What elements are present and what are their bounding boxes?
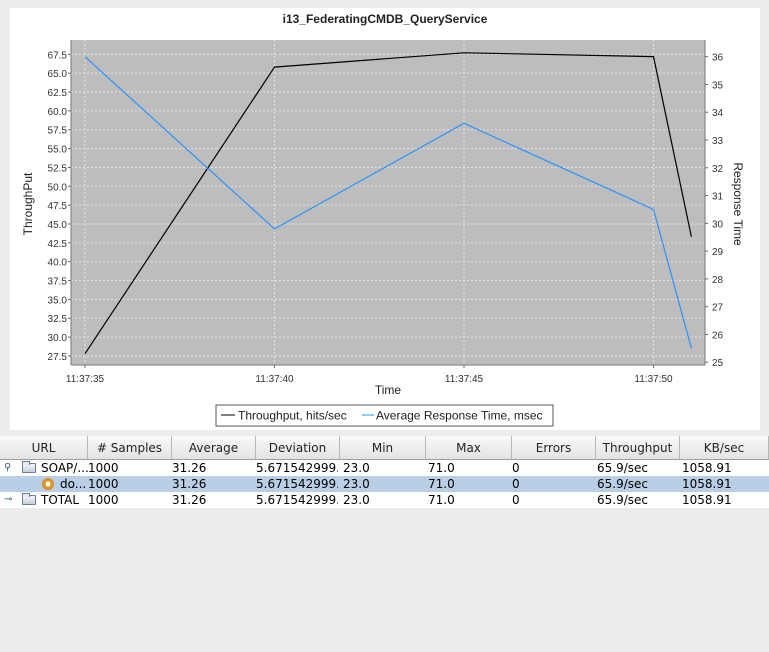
series-line-response-time — [84, 56, 692, 349]
column-header-max[interactable]: Max — [426, 436, 512, 460]
right-tick-label: 30 — [712, 219, 724, 230]
column-header-url[interactable]: URL — [0, 436, 88, 460]
left-tick-label: 60.0 — [48, 107, 68, 118]
left-tick-label: 42.5 — [48, 239, 68, 250]
x-tick-label: 11:37:35 — [66, 374, 105, 385]
cell-max: 71.0 — [428, 477, 455, 491]
x-axis: 11:37:35 11:37:40 11:37:45 11:37:50 — [66, 364, 705, 385]
cell-kbsec: 1058.91 — [682, 493, 732, 507]
right-tick-label: 34 — [712, 108, 724, 119]
cell-average: 31.26 — [172, 493, 207, 507]
legend-response-time: Average Response Time, msec — [376, 409, 543, 423]
right-tick-label: 25 — [712, 358, 724, 369]
folder-icon — [22, 461, 36, 473]
gear-icon — [42, 478, 54, 490]
chart-panel: i13_FederatingCMDB_QueryService 27.5 30.0… — [10, 8, 760, 430]
results-table[interactable]: URL # Samples Average Deviation Min Max Errors… — [0, 436, 769, 652]
right-tick-label: 28 — [712, 275, 724, 286]
cell-average: 31.26 — [172, 461, 207, 475]
left-tick-label: 37.5 — [48, 277, 68, 288]
cell-max: 71.0 — [428, 493, 455, 507]
left-tick-label: 27.5 — [48, 352, 68, 363]
left-tick-label: 47.5 — [48, 201, 68, 212]
left-tick-label: 30.0 — [48, 333, 68, 344]
left-tick-label: 55.0 — [48, 145, 68, 156]
cell-throughput: 65.9/sec — [597, 493, 648, 507]
cell-url: TOTAL — [41, 493, 80, 507]
right-tick-label: 35 — [712, 80, 724, 91]
column-header-min[interactable]: Min — [340, 436, 426, 460]
left-tick-label: 67.5 — [48, 50, 68, 61]
x-tick-label: 11:37:45 — [445, 374, 484, 385]
cell-min: 23.0 — [343, 493, 370, 507]
cell-deviation: 5.671542999... — [256, 461, 338, 475]
cell-samples: 1000 — [88, 493, 119, 507]
tree-toggle-icon[interactable]: ⊸ — [4, 494, 13, 505]
cell-throughput: 65.9/sec — [597, 461, 648, 475]
right-tick-label: 32 — [712, 164, 724, 175]
y-axis-label-right: Response Time — [731, 162, 745, 246]
series-line-throughput — [84, 52, 692, 355]
legend: Throughput, hits/sec Average Response Ti… — [215, 404, 554, 427]
cell-samples: 1000 — [88, 477, 119, 491]
right-axis: 25 26 27 28 29 30 31 32 33 34 35 36 — [704, 40, 724, 369]
left-tick-label: 50.0 — [48, 182, 68, 193]
right-tick-label: 36 — [712, 53, 724, 64]
right-tick-label: 29 — [712, 247, 724, 258]
cell-deviation: 5.671542999... — [256, 493, 338, 507]
left-tick-label: 45.0 — [48, 220, 68, 231]
tree-toggle-icon[interactable]: ⚲ — [4, 462, 12, 473]
left-tick-label: 57.5 — [48, 126, 68, 137]
legend-throughput: Throughput, hits/sec — [238, 409, 347, 423]
chart-title: i13_FederatingCMDB_QueryService — [283, 12, 488, 26]
cell-errors: 0 — [512, 477, 520, 491]
left-tick-label: 62.5 — [48, 88, 68, 99]
x-axis-label: Time — [375, 383, 402, 397]
right-tick-label: 31 — [712, 192, 724, 203]
cell-url: SOAP/... — [41, 461, 88, 475]
column-header-errors[interactable]: Errors — [512, 436, 596, 460]
plot-area — [71, 40, 705, 365]
y-axis-label-left: ThroughPut — [21, 172, 35, 235]
right-tick-label: 33 — [712, 136, 724, 147]
column-header-samples[interactable]: # Samples — [88, 436, 172, 460]
cell-url: do... — [60, 477, 87, 491]
table-row[interactable]: do...1000 31.26 5.671542999... 23.0 71.0 0 65.… — [0, 476, 769, 492]
cell-average: 31.26 — [172, 477, 207, 491]
cell-kbsec: 1058.91 — [682, 461, 732, 475]
x-tick-label: 11:37:40 — [255, 374, 294, 385]
cell-errors: 0 — [512, 493, 520, 507]
table-row[interactable]: ⊸ TOTAL 1000 31.26 5.671542999... 23.0 71.0 0 65… — [0, 492, 769, 508]
left-tick-label: 40.0 — [48, 258, 68, 269]
cell-errors: 0 — [512, 461, 520, 475]
cell-min: 23.0 — [343, 461, 370, 475]
series-layer — [84, 52, 692, 355]
left-tick-label: 65.0 — [48, 69, 68, 80]
folder-icon — [22, 493, 36, 505]
right-tick-label: 26 — [712, 330, 724, 341]
left-axis: 27.5 30.0 32.5 35.0 37.5 40.0 42.5 45.0 47.5 50.0… — [48, 40, 72, 365]
cell-throughput: 65.9/sec — [597, 477, 648, 491]
column-header-throughput[interactable]: Throughput — [596, 436, 680, 460]
cell-deviation: 5.671542999... — [256, 477, 338, 491]
x-tick-label: 11:37:50 — [634, 374, 673, 385]
cell-kbsec: 1058.91 — [682, 477, 732, 491]
chart-svg: i13_FederatingCMDB_QueryService 27.5 30.0… — [21, 12, 745, 427]
left-tick-label: 32.5 — [48, 314, 68, 325]
cell-min: 23.0 — [343, 477, 370, 491]
cell-max: 71.0 — [428, 461, 455, 475]
left-tick-label: 35.0 — [48, 295, 68, 306]
left-tick-label: 52.5 — [48, 163, 68, 174]
grid — [71, 40, 705, 365]
right-tick-label: 27 — [712, 303, 724, 314]
table-row[interactable]: ⚲ SOAP/...1000 31.26 5.671542999... 23.0 71.0… — [0, 460, 769, 476]
cell-samples: 1000 — [88, 461, 119, 475]
column-header-average[interactable]: Average — [172, 436, 256, 460]
column-header-kbsec[interactable]: KB/sec — [680, 436, 769, 460]
column-header-deviation[interactable]: Deviation — [256, 436, 340, 460]
